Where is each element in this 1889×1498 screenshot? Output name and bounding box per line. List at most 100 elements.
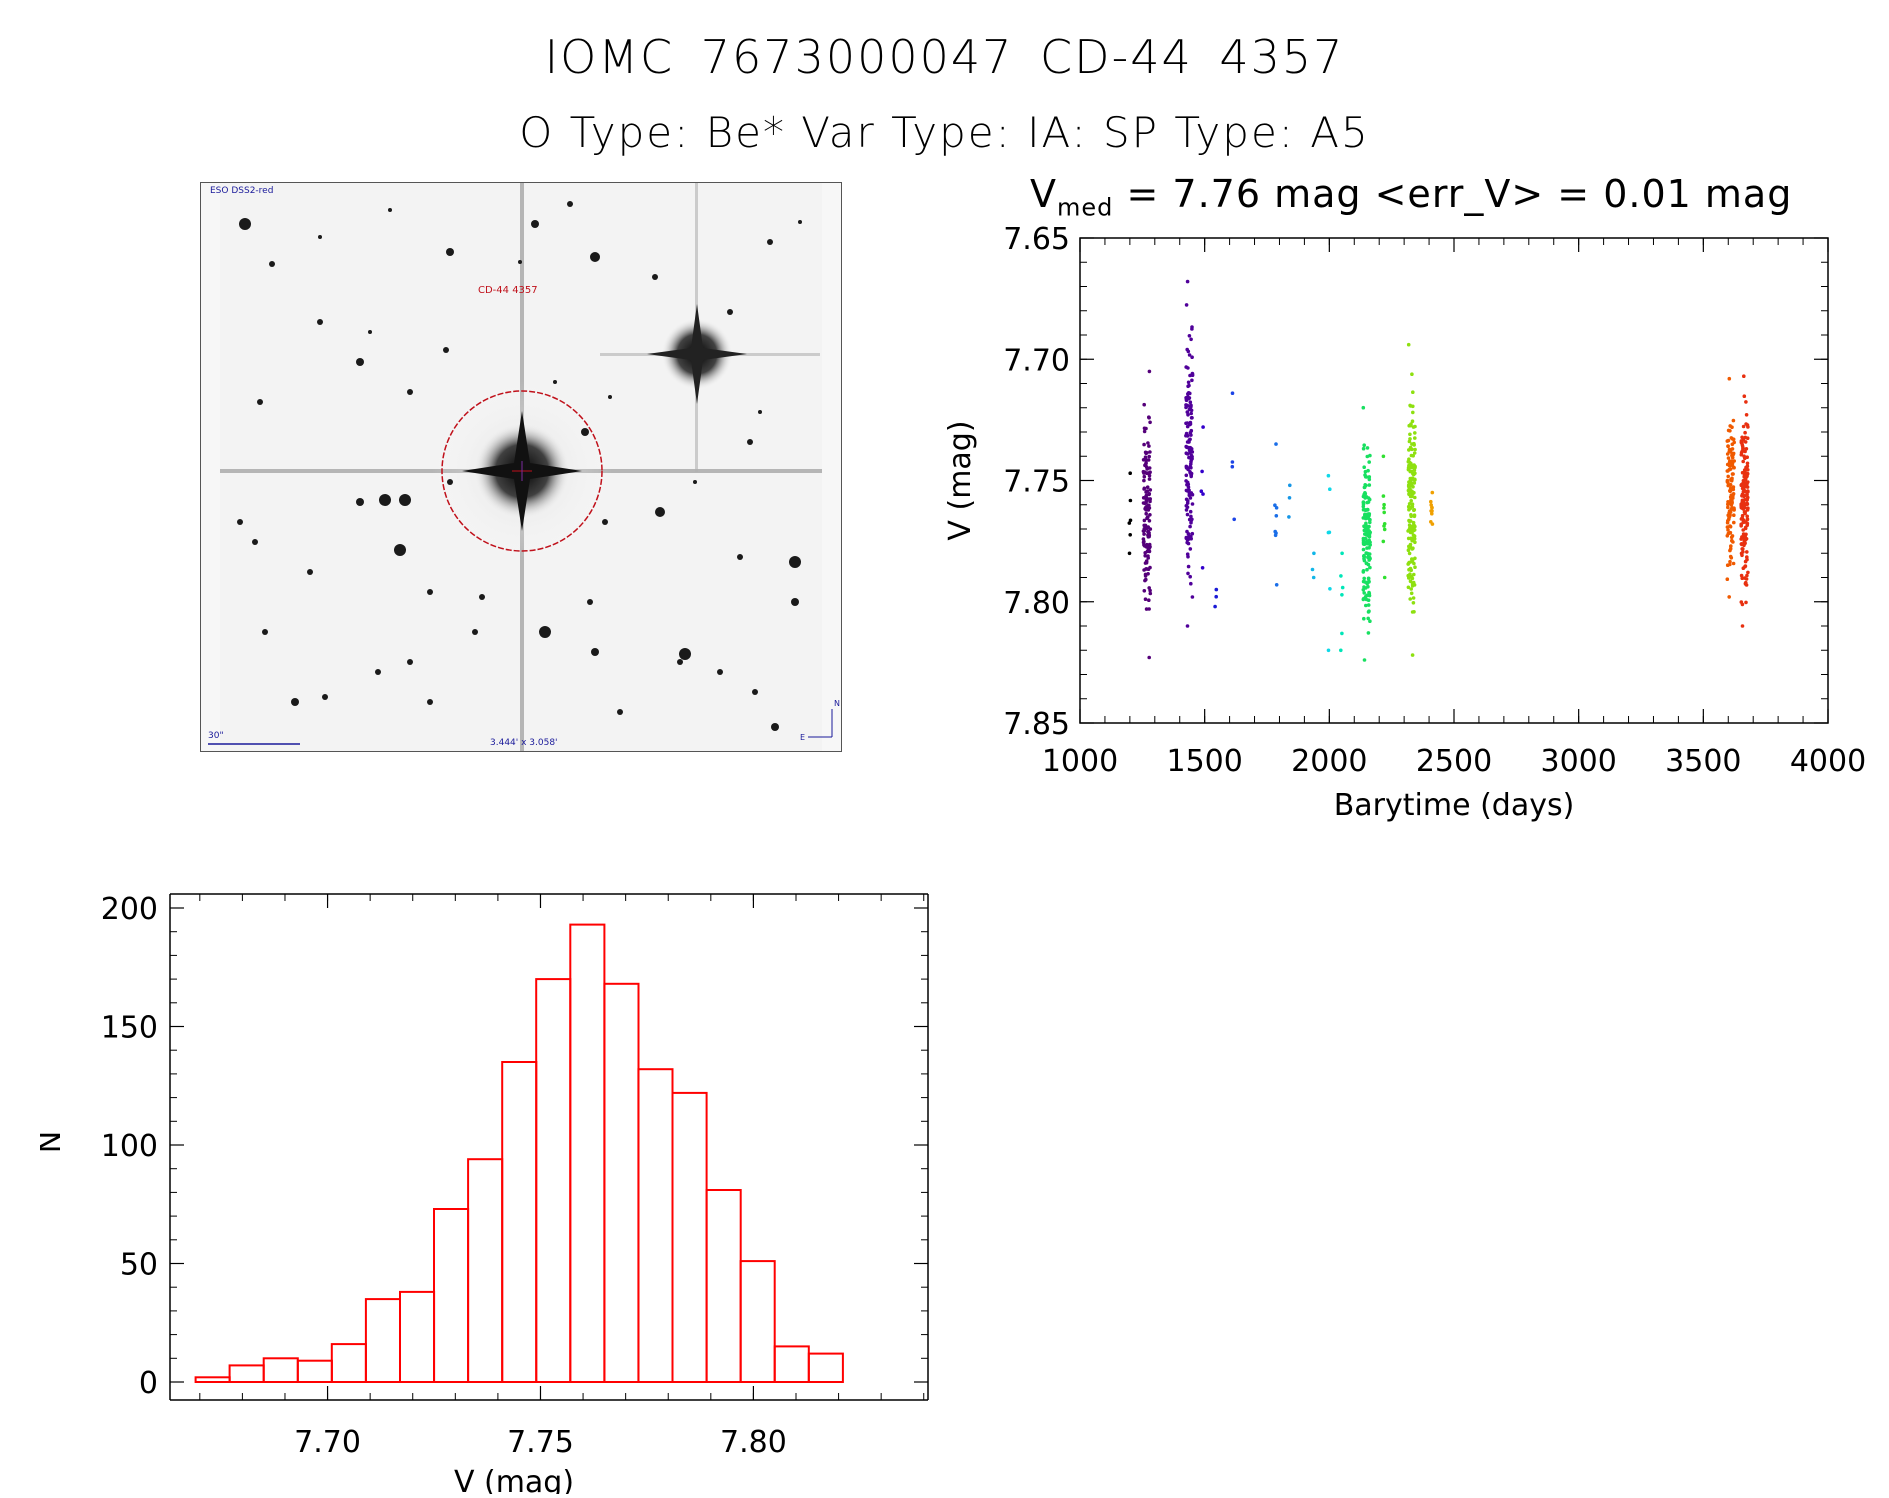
data-point — [1146, 572, 1150, 576]
field-star — [291, 698, 299, 706]
data-point — [1367, 558, 1371, 562]
data-point — [1739, 600, 1744, 604]
data-point — [1406, 342, 1411, 347]
data-point — [1381, 454, 1386, 459]
data-point — [1409, 559, 1414, 564]
data-point — [1365, 567, 1369, 572]
data-point — [1366, 576, 1371, 581]
field-star — [747, 439, 753, 445]
data-point — [1745, 436, 1750, 440]
data-point — [1273, 533, 1278, 538]
data-point — [1407, 505, 1412, 509]
field-star — [789, 556, 801, 568]
data-point — [1190, 372, 1195, 376]
data-point — [1188, 547, 1193, 551]
field-star — [602, 519, 608, 525]
data-point — [1186, 532, 1191, 536]
data-point — [1408, 445, 1413, 450]
data-point — [1740, 547, 1744, 551]
data-point — [1728, 524, 1733, 529]
x-tick-label: 1000 — [1042, 744, 1118, 779]
field-star — [677, 659, 683, 665]
field-star — [394, 544, 406, 556]
data-point — [1740, 513, 1745, 518]
data-point — [1429, 509, 1433, 513]
data-point — [1368, 565, 1372, 570]
data-point — [1413, 465, 1417, 470]
data-point — [1408, 437, 1412, 441]
data-point — [1142, 523, 1146, 528]
data-point — [1340, 631, 1344, 636]
data-point — [1367, 483, 1372, 487]
data-point — [1407, 551, 1412, 556]
data-point — [1188, 496, 1193, 500]
field-star — [388, 208, 392, 212]
data-point — [1366, 631, 1371, 635]
data-point — [1741, 446, 1745, 451]
data-point — [1188, 574, 1192, 579]
data-point — [1326, 530, 1331, 535]
data-point — [1142, 589, 1147, 593]
data-point — [1184, 303, 1189, 307]
data-point — [1144, 544, 1149, 549]
data-point — [1189, 473, 1193, 477]
field-star — [237, 519, 243, 525]
data-point — [1146, 441, 1150, 445]
data-point — [1148, 497, 1152, 501]
data-point — [1429, 520, 1433, 524]
field-star — [368, 330, 372, 334]
data-point — [1739, 483, 1744, 488]
compass-north: N — [834, 699, 840, 708]
data-point — [1128, 471, 1132, 475]
data-point — [1148, 527, 1153, 531]
field-star — [399, 494, 411, 506]
data-point — [1408, 423, 1413, 428]
data-point — [1406, 562, 1410, 566]
data-point — [1185, 512, 1190, 517]
data-point — [1410, 419, 1415, 423]
data-point — [1729, 535, 1734, 540]
histogram-bar — [194, 1376, 231, 1383]
field-star — [567, 201, 573, 207]
lightcurve-points — [1127, 279, 1750, 662]
data-point — [1742, 468, 1747, 472]
data-point — [1328, 487, 1332, 492]
hist-y-tick-label: 0 — [139, 1366, 158, 1401]
data-point — [1189, 514, 1193, 519]
data-point — [1288, 483, 1292, 488]
data-point — [1411, 581, 1416, 585]
histogram-bar — [773, 1345, 810, 1383]
data-point — [1141, 496, 1146, 500]
data-point — [1186, 485, 1191, 490]
field-star — [446, 248, 454, 256]
data-point — [1143, 553, 1147, 558]
data-point — [1406, 529, 1410, 533]
data-point — [1382, 527, 1387, 532]
y-tick-label: 7.65 — [1003, 222, 1070, 257]
data-point — [1188, 470, 1192, 474]
data-point — [1726, 444, 1730, 448]
data-point — [1743, 581, 1748, 586]
data-point — [1143, 463, 1148, 467]
data-point — [1407, 488, 1412, 492]
data-point — [1142, 442, 1146, 447]
data-point — [1144, 499, 1149, 503]
data-point — [1361, 500, 1366, 505]
data-point — [1141, 501, 1146, 505]
data-point — [1186, 384, 1190, 389]
data-point — [1413, 524, 1417, 529]
data-point — [1745, 464, 1750, 468]
field-star — [307, 569, 313, 575]
data-point — [1146, 567, 1151, 571]
data-point — [1147, 655, 1151, 660]
data-point — [1362, 485, 1367, 490]
data-point — [1742, 510, 1747, 514]
data-point — [1187, 334, 1192, 338]
data-point — [1186, 554, 1190, 559]
data-point — [1213, 604, 1217, 609]
data-point — [1412, 443, 1416, 447]
histogram-bars — [194, 923, 844, 1384]
data-point — [1411, 425, 1416, 429]
data-point — [1411, 404, 1415, 409]
data-point — [1745, 517, 1750, 521]
